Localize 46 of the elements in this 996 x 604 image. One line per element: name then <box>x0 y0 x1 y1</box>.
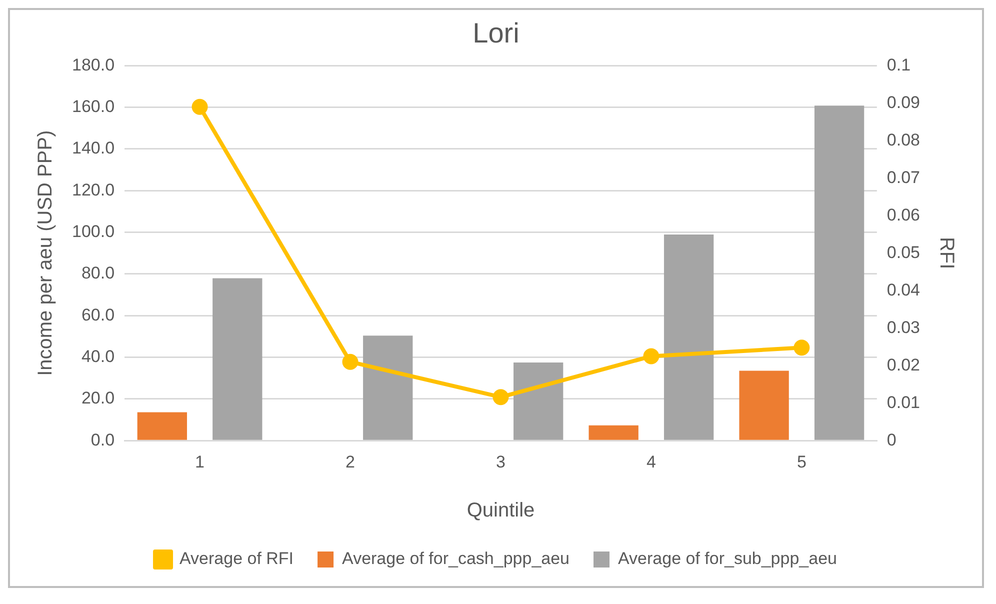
y-tick-label: 120.0 <box>72 180 115 200</box>
y-axis-title: Income per aeu (USD PPP) <box>34 130 57 376</box>
x-tick-label: 2 <box>346 452 355 472</box>
y2-tick-label: 0.04 <box>886 280 920 300</box>
x-tick-label: 4 <box>646 452 656 472</box>
bar <box>588 425 638 440</box>
bar <box>363 336 413 440</box>
bar <box>212 278 262 440</box>
point <box>643 348 660 364</box>
y2-tick-label: 0 <box>886 430 896 450</box>
y2-tick-label: 0.06 <box>886 205 920 224</box>
x-axis-title: Quintile <box>466 500 535 522</box>
x-tick-label: 3 <box>496 452 506 472</box>
y2-tick-label: 0.03 <box>886 318 920 337</box>
y-tick-label: 20.0 <box>81 388 115 408</box>
y2-axis-title: RFI <box>935 236 958 270</box>
x-tick-label: 5 <box>796 452 806 472</box>
x-tick-label: 1 <box>195 452 205 472</box>
legend-label: Average of RFI <box>180 549 294 568</box>
bar <box>137 412 187 440</box>
bar <box>514 362 564 440</box>
y-tick-label: 40.0 <box>81 346 115 366</box>
y2-tick-label: 0.02 <box>886 355 920 374</box>
y2-tick-label: 0.08 <box>886 130 920 150</box>
y-tick-label: 140.0 <box>72 138 115 158</box>
y-tick-label: 160.0 <box>72 96 115 116</box>
y-tick-label: 180.0 <box>72 55 115 74</box>
y2-tick-label: 0.07 <box>886 168 920 187</box>
y-tick-label: 80.0 <box>81 264 115 283</box>
legend-label: Average of for_sub_ppp_aeu <box>618 549 837 568</box>
point <box>492 389 509 406</box>
y-tick-label: 100.0 <box>72 222 115 241</box>
bar <box>814 106 864 440</box>
y2-tick-label: 0.05 <box>886 242 920 262</box>
y2-tick-label: 0.1 <box>886 55 911 74</box>
point <box>342 354 358 370</box>
y2-tick-label: 0.09 <box>886 92 920 112</box>
y2-tick-label: 0.01 <box>886 392 920 412</box>
y-tick-label: 0.0 <box>90 430 115 450</box>
bar <box>739 370 789 440</box>
chart-title: Lori <box>472 18 520 49</box>
y-tick-label: 60.0 <box>81 305 115 324</box>
point <box>192 98 208 115</box>
bar <box>664 234 714 440</box>
point <box>794 340 810 356</box>
legend-label: Average of for_cash_ppp_aeu <box>342 549 570 568</box>
